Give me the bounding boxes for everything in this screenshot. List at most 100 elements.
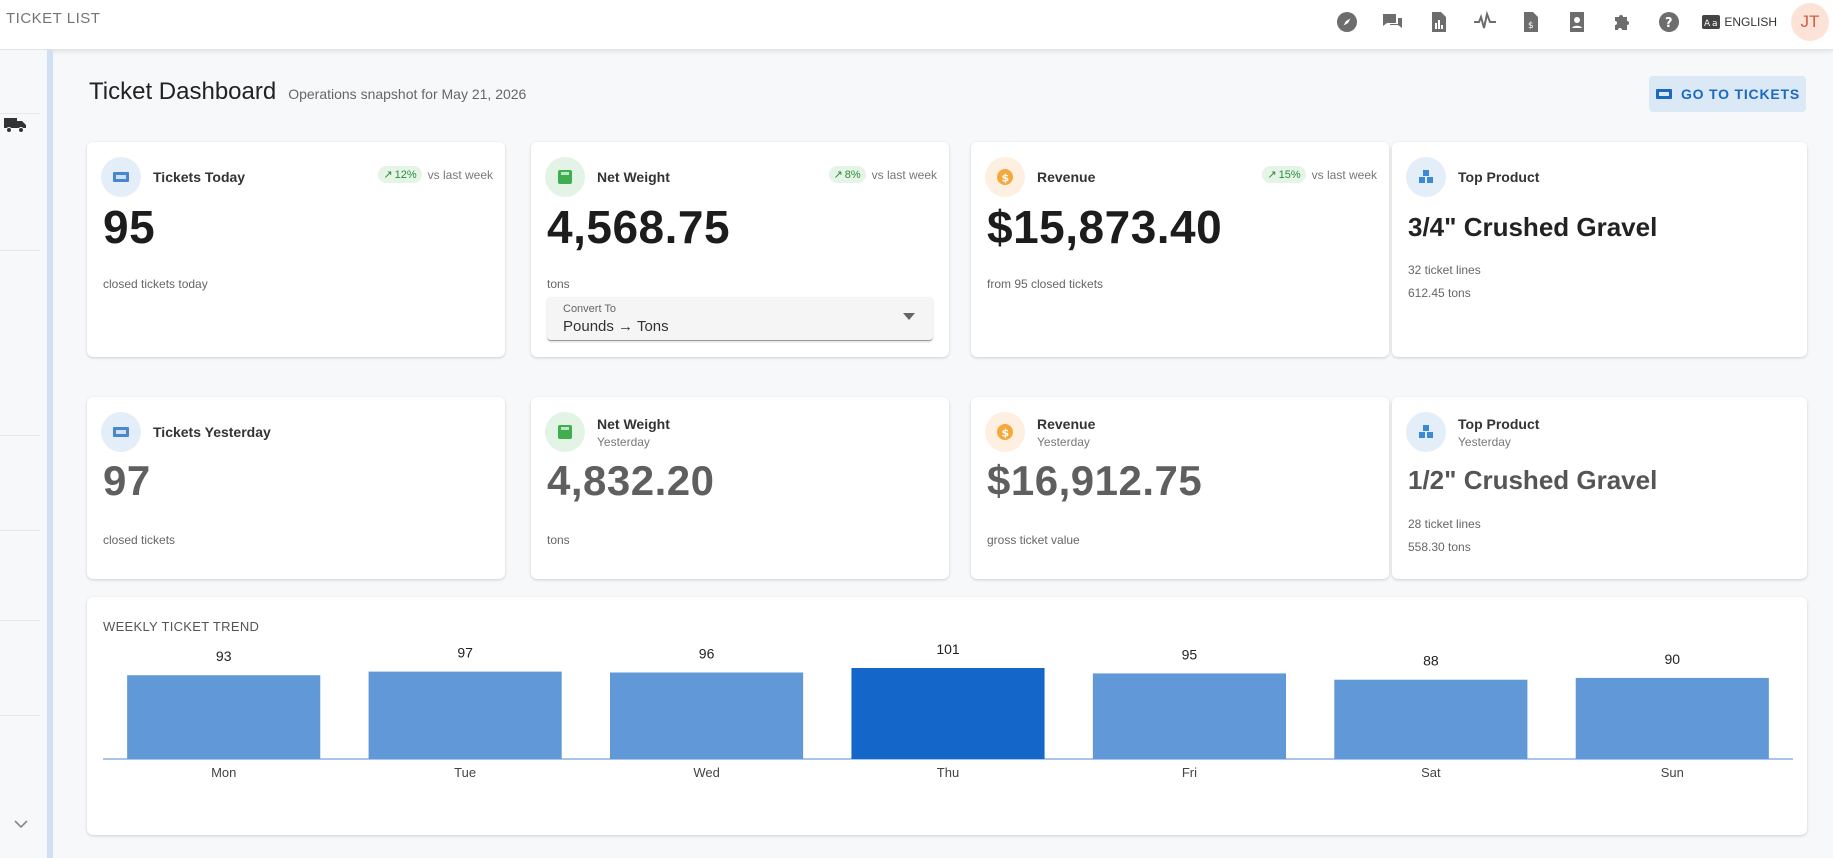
bar-sun[interactable] <box>1575 677 1769 759</box>
revenue-today-card: $ Revenue ↗ 15% vs last week $15,873.40 f… <box>971 142 1389 357</box>
rail-divider <box>0 620 40 621</box>
page-header: Ticket Dashboard Operations snapshot for… <box>89 78 526 106</box>
card-label: Revenue <box>1037 169 1096 185</box>
go-to-tickets-label: GO TO TICKETS <box>1680 86 1801 102</box>
card-label: Tickets Yesterday <box>153 424 271 440</box>
product-name: 1/2" Crushed Gravel <box>1408 465 1658 495</box>
svg-text:a: a <box>1712 19 1718 29</box>
bar-value-label: 93 <box>216 648 232 664</box>
net-weight-today-card: Net Weight ↗ 8% vs last week 4,568.75 ton… <box>531 142 949 357</box>
bar-value-label: 95 <box>1182 646 1198 662</box>
bar-sat[interactable] <box>1334 679 1528 759</box>
card-header: Top Product Yesterday <box>1406 412 1539 452</box>
bar-tue[interactable] <box>368 671 562 759</box>
chart-title: WEEKLY TICKET TREND <box>103 619 260 634</box>
rail-divider <box>0 530 40 531</box>
ticket-icon <box>101 412 141 452</box>
x-tick-label: Sun <box>1661 765 1684 780</box>
rail-divider <box>0 113 40 114</box>
page-subtitle: Operations snapshot for May 21, 2026 <box>288 86 527 102</box>
metric-value: 95 <box>103 201 156 253</box>
avatar[interactable]: JT <box>1791 3 1829 41</box>
metric-value: 4,568.75 <box>547 201 731 253</box>
card-label: Top Product <box>1458 415 1540 432</box>
x-tick-label: Tue <box>454 765 476 780</box>
convert-value: Pounds → Tons <box>563 318 669 335</box>
x-tick-label: Wed <box>693 765 720 780</box>
card-sublabel: Yesterday <box>1458 434 1511 449</box>
metric-value: 4,832.20 <box>547 457 715 504</box>
trend-note: vs last week <box>427 167 493 182</box>
metric-value: $16,912.75 <box>987 457 1203 504</box>
side-rail <box>0 50 48 858</box>
x-tick-label: Sat <box>1421 765 1441 780</box>
rail-divider <box>0 250 40 251</box>
x-tick-label: Thu <box>937 765 959 780</box>
bar-fri[interactable] <box>1092 673 1286 759</box>
report-icon[interactable] <box>1416 2 1462 42</box>
boxes-icon <box>1406 157 1446 197</box>
metric-note: from 95 closed tickets <box>987 277 1104 291</box>
invoice-icon[interactable]: $ <box>1508 2 1554 42</box>
svg-text:?: ? <box>1665 16 1673 31</box>
trend-up-icon: ↗ <box>1267 169 1277 181</box>
product-tons: 558.30 tons <box>1408 540 1471 554</box>
trend-up-icon: ↗ <box>833 169 843 181</box>
truck-icon[interactable] <box>3 115 27 135</box>
trend-note: vs last week <box>1311 167 1377 182</box>
bar-value-label: 101 <box>936 641 960 657</box>
trend-indicator: ↗ 8% vs last week <box>828 166 937 183</box>
dollar-icon: $ <box>985 157 1025 197</box>
trend-indicator: ↗ 12% vs last week <box>378 166 493 183</box>
net-weight-yesterday-card: Net Weight Yesterday 4,832.20 tons <box>531 397 949 579</box>
card-header: $ Revenue <box>985 157 1095 197</box>
rail-divider <box>0 715 40 716</box>
convert-unit-select[interactable]: Convert To Pounds → Tons <box>547 297 933 341</box>
product-name: 3/4" Crushed Gravel <box>1408 212 1658 242</box>
bar-mon[interactable] <box>127 675 321 759</box>
go-to-tickets-button[interactable]: GO TO TICKETS <box>1649 76 1806 112</box>
x-tick-label: Fri <box>1182 765 1197 780</box>
trend-value: 15% <box>1278 168 1301 181</box>
svg-text:$: $ <box>1002 172 1010 185</box>
language-label: ENGLISH <box>1724 15 1777 29</box>
metric-note: closed tickets <box>103 533 176 547</box>
main-content: Ticket Dashboard Operations snapshot for… <box>54 50 1833 858</box>
compass-icon[interactable] <box>1324 2 1370 42</box>
chat-icon[interactable] <box>1370 2 1416 42</box>
weekly-trend-chart: 93 Mon 97 Tue 96 Wed 101 Thu 95 Fri 88 Sat 90 Sun <box>103 641 1793 780</box>
bar-thu[interactable] <box>851 668 1045 759</box>
metric-value: $15,873.40 <box>987 201 1223 253</box>
card-label: Revenue <box>1037 415 1096 432</box>
app-title: TICKET LIST <box>6 10 101 27</box>
rail-divider <box>0 435 40 436</box>
card-label: Top Product <box>1458 169 1540 185</box>
tickets-yesterday-card: Tickets Yesterday 97 closed tickets <box>87 397 505 579</box>
chevron-down-icon[interactable] <box>12 815 30 833</box>
card-label: Net Weight <box>597 169 670 185</box>
trend-badge: ↗ 8% <box>828 166 866 183</box>
caret-down-icon <box>903 313 915 320</box>
metric-note: gross ticket value <box>987 533 1080 547</box>
x-tick-label: Mon <box>211 765 236 780</box>
trend-value: 12% <box>394 168 417 181</box>
metric-value: 97 <box>103 457 151 504</box>
trend-value: 8% <box>844 168 861 181</box>
ticket-icon <box>1655 89 1672 99</box>
contact-icon[interactable] <box>1554 2 1600 42</box>
product-lines: 32 ticket lines <box>1408 263 1481 277</box>
weekly-trend-card: WEEKLY TICKET TREND 93 Mon 97 Tue 96 Wed 101 Th… <box>87 597 1807 835</box>
pulse-icon[interactable] <box>1462 2 1508 42</box>
bar-value-label: 97 <box>457 645 473 661</box>
metric-note: closed tickets today <box>103 277 208 291</box>
trend-indicator: ↗ 15% vs last week <box>1262 166 1377 183</box>
card-sublabel: Yesterday <box>1037 434 1090 449</box>
help-icon[interactable]: ? <box>1646 2 1692 42</box>
card-label: Net Weight <box>597 415 670 432</box>
puzzle-icon[interactable] <box>1600 2 1646 42</box>
bar-wed[interactable] <box>610 672 804 759</box>
bar-value-label: 96 <box>699 646 715 662</box>
card-header: Tickets Today <box>101 157 245 197</box>
